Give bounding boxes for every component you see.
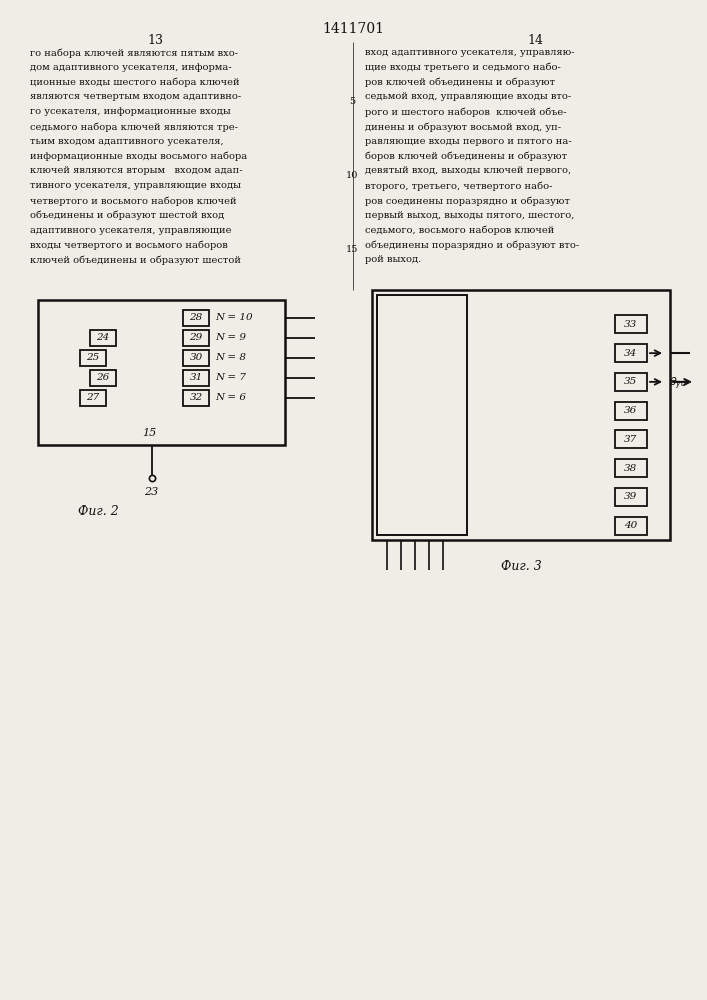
Text: динены и образуют восьмой вход, уп-: динены и образуют восьмой вход, уп-: [365, 122, 561, 131]
Text: адаптивного усекателя, управляющие: адаптивного усекателя, управляющие: [30, 226, 231, 235]
Text: ционные входы шестого набора ключей: ционные входы шестого набора ключей: [30, 78, 240, 87]
Text: первый выход, выходы пятого, шестого,: первый выход, выходы пятого, шестого,: [365, 211, 574, 220]
Text: 35: 35: [624, 377, 638, 386]
Text: 36: 36: [624, 406, 638, 415]
Bar: [615, 430, 647, 448]
Bar: [80, 350, 106, 366]
Text: 32: 32: [189, 393, 203, 402]
Text: 31: 31: [189, 373, 203, 382]
Text: 29: 29: [189, 334, 203, 342]
Text: седьмого набора ключей являются тре-: седьмого набора ключей являются тре-: [30, 122, 238, 131]
Bar: [615, 373, 647, 391]
Text: седьмого, восьмого наборов ключей: седьмого, восьмого наборов ключей: [365, 226, 554, 235]
Text: являются четвертым входом адаптивно-: являются четвертым входом адаптивно-: [30, 92, 241, 101]
Text: N = 8: N = 8: [215, 354, 246, 362]
Bar: [183, 330, 209, 346]
Text: ключей являются вторым   входом адап-: ключей являются вторым входом адап-: [30, 166, 243, 175]
Bar: [615, 315, 647, 333]
Text: 13: 13: [147, 34, 163, 47]
Text: четвертого и восьмого наборов ключей: четвертого и восьмого наборов ключей: [30, 196, 237, 206]
Bar: [38, 300, 285, 445]
Text: объединены и образуют шестой вход: объединены и образуют шестой вход: [30, 211, 224, 220]
Text: рой выход.: рой выход.: [365, 255, 421, 264]
Bar: [615, 488, 647, 506]
Bar: [183, 390, 209, 406]
Text: ров ключей объединены и образуют: ров ключей объединены и образуют: [365, 78, 555, 87]
Bar: [615, 402, 647, 420]
Text: N = 7: N = 7: [215, 373, 246, 382]
Text: $\theta_{yc}$: $\theta_{yc}$: [669, 376, 686, 392]
Text: 15: 15: [346, 245, 358, 254]
Text: дом адаптивного усекателя, информа-: дом адаптивного усекателя, информа-: [30, 63, 232, 72]
Text: входы четвертого и восьмого наборов: входы четвертого и восьмого наборов: [30, 240, 228, 250]
Text: N = 6: N = 6: [215, 393, 246, 402]
Text: девятый вход, выходы ключей первого,: девятый вход, выходы ключей первого,: [365, 166, 571, 175]
Text: 26: 26: [96, 373, 110, 382]
Text: го набора ключей являются пятым вхо-: го набора ключей являются пятым вхо-: [30, 48, 238, 57]
Bar: [183, 350, 209, 366]
Text: седьмой вход, управляющие входы вто-: седьмой вход, управляющие входы вто-: [365, 92, 571, 101]
Text: 1411701: 1411701: [322, 22, 384, 36]
Text: тивного усекателя, управляющие входы: тивного усекателя, управляющие входы: [30, 181, 241, 190]
Text: ключей объединены и образуют шестой: ключей объединены и образуют шестой: [30, 255, 241, 265]
Text: 39: 39: [624, 492, 638, 501]
Text: объединены поразрядно и образуют вто-: объединены поразрядно и образуют вто-: [365, 240, 579, 250]
Text: 15: 15: [142, 428, 156, 438]
Text: 23: 23: [144, 487, 158, 497]
Text: N = 10: N = 10: [215, 314, 252, 322]
Text: 27: 27: [86, 393, 100, 402]
Text: 34: 34: [624, 349, 638, 358]
Text: 24: 24: [96, 334, 110, 342]
Text: 30: 30: [189, 354, 203, 362]
Bar: [90, 370, 116, 386]
Bar: [80, 390, 106, 406]
Text: вход адаптивного усекателя, управляю-: вход адаптивного усекателя, управляю-: [365, 48, 575, 57]
Text: рого и шестого наборов  ключей объе-: рого и шестого наборов ключей объе-: [365, 107, 566, 117]
Text: ров соединены поразрядно и образуют: ров соединены поразрядно и образуют: [365, 196, 570, 206]
Text: равляющие входы первого и пятого на-: равляющие входы первого и пятого на-: [365, 137, 572, 146]
Text: 25: 25: [86, 354, 100, 362]
Bar: [377, 295, 467, 535]
Text: щие входы третьего и седьмого набо-: щие входы третьего и седьмого набо-: [365, 63, 561, 72]
Text: 37: 37: [624, 435, 638, 444]
Bar: [615, 459, 647, 477]
Bar: [372, 290, 670, 540]
Bar: [183, 370, 209, 386]
Text: 38: 38: [624, 464, 638, 473]
Text: информационные входы восьмого набора: информационные входы восьмого набора: [30, 152, 247, 161]
Text: 28: 28: [189, 314, 203, 322]
Text: 33: 33: [624, 320, 638, 329]
Text: 40: 40: [624, 521, 638, 530]
Text: 5: 5: [349, 97, 355, 106]
Bar: [90, 330, 116, 346]
Text: тьим входом адаптивного усекателя,: тьим входом адаптивного усекателя,: [30, 137, 223, 146]
Bar: [615, 344, 647, 362]
Text: боров ключей объединены и образуют: боров ключей объединены и образуют: [365, 152, 567, 161]
Text: 10: 10: [346, 171, 358, 180]
Bar: [615, 517, 647, 535]
Text: 14: 14: [527, 34, 543, 47]
Text: Фиг. 2: Фиг. 2: [78, 505, 119, 518]
Text: второго, третьего, четвертого набо-: второго, третьего, четвертого набо-: [365, 181, 552, 191]
Text: Фиг. 3: Фиг. 3: [501, 560, 542, 573]
Text: N = 9: N = 9: [215, 334, 246, 342]
Bar: [183, 310, 209, 326]
Text: го усекателя, информационные входы: го усекателя, информационные входы: [30, 107, 230, 116]
